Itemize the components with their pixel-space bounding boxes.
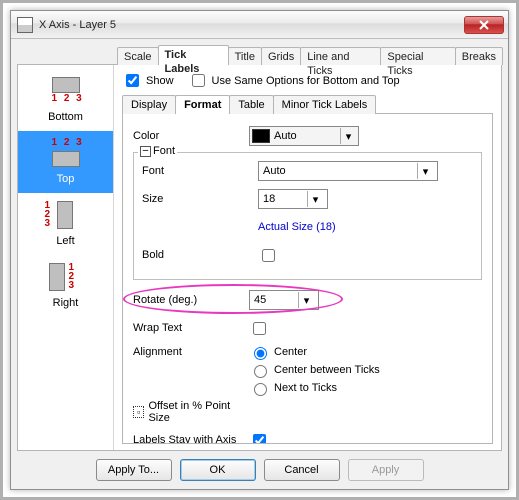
tab-scale[interactable]: Scale bbox=[117, 47, 159, 65]
row-color: Color Auto ▾ bbox=[133, 124, 482, 148]
font-legend-text: Font bbox=[153, 145, 175, 157]
row-actual-size: Actual Size (18) bbox=[142, 215, 473, 239]
thumb-bottom: 1 2 3 bbox=[43, 75, 89, 109]
format-pane: Color Auto ▾ − Font Font bbox=[122, 114, 493, 444]
tab-pane: 1 2 3 Bottom 1 2 3 Top 123 bbox=[17, 65, 502, 451]
color-combo[interactable]: Auto ▾ bbox=[249, 126, 359, 146]
sub-tab-strip: Display Format Table Minor Tick Labels bbox=[122, 94, 493, 114]
ok-button[interactable]: OK bbox=[180, 459, 256, 481]
chevron-down-icon: ▾ bbox=[307, 191, 323, 207]
thumb-top: 1 2 3 bbox=[43, 137, 89, 171]
row-rotate: Rotate (deg.) 45 ▾ bbox=[133, 288, 482, 312]
bold-label: Bold bbox=[142, 249, 258, 261]
same-label-text: Use Same Options for Bottom and Top bbox=[212, 75, 400, 87]
row-bold: Bold bbox=[142, 243, 473, 267]
tab-title[interactable]: Title bbox=[228, 47, 262, 65]
bold-checkbox[interactable] bbox=[262, 249, 275, 262]
window-title: X Axis - Layer 5 bbox=[39, 19, 464, 31]
color-label: Color bbox=[133, 130, 249, 142]
font-combo[interactable]: Auto ▾ bbox=[258, 161, 438, 181]
color-value: Auto bbox=[274, 130, 297, 142]
row-offset: ▫ Offset in % Point Size bbox=[133, 400, 482, 424]
titlebar: X Axis - Layer 5 bbox=[11, 11, 508, 39]
side-item-top[interactable]: 1 2 3 Top bbox=[18, 131, 113, 193]
wrap-label: Wrap Text bbox=[133, 322, 249, 334]
dialog-body: Scale Tick Labels Title Grids Line and T… bbox=[11, 39, 508, 489]
tab-grids[interactable]: Grids bbox=[261, 47, 301, 65]
side-item-right[interactable]: 123 Right bbox=[18, 255, 113, 317]
close-button[interactable] bbox=[464, 16, 504, 34]
dialog-window: X Axis - Layer 5 Scale Tick Labels Title… bbox=[10, 10, 509, 490]
thumb-left: 123 bbox=[43, 199, 89, 233]
side-item-bottom[interactable]: 1 2 3 Bottom bbox=[18, 69, 113, 131]
sub-tab-table[interactable]: Table bbox=[229, 95, 273, 114]
sub-tab-minor-tick-labels[interactable]: Minor Tick Labels bbox=[273, 95, 377, 114]
apply-button[interactable]: Apply bbox=[348, 459, 424, 481]
app-icon bbox=[17, 17, 33, 33]
row-font: Font Auto ▾ bbox=[142, 159, 473, 183]
thumb-digits: 1 2 3 bbox=[52, 137, 84, 148]
size-combo[interactable]: 18 ▾ bbox=[258, 189, 328, 209]
cancel-button[interactable]: Cancel bbox=[264, 459, 340, 481]
rotate-label: Rotate (deg.) bbox=[133, 294, 249, 306]
actual-size-link[interactable]: Actual Size (18) bbox=[258, 221, 336, 233]
alignment-radio-group: Center Center between Ticks Next to Tick… bbox=[249, 344, 380, 396]
size-label: Size bbox=[142, 193, 258, 205]
expand-icon[interactable]: ▫ bbox=[133, 406, 144, 418]
row-labels-stay: Labels Stay with Axis bbox=[133, 428, 482, 444]
align-next-option[interactable]: Next to Ticks bbox=[249, 380, 380, 396]
show-checkbox[interactable] bbox=[126, 74, 139, 87]
tab-special-ticks[interactable]: Special Ticks bbox=[380, 47, 455, 65]
collapse-icon[interactable]: − bbox=[140, 146, 151, 157]
align-next-radio[interactable] bbox=[254, 383, 267, 396]
close-icon bbox=[479, 20, 489, 30]
rotate-value: 45 bbox=[254, 294, 266, 306]
labels-stay-label: Labels Stay with Axis bbox=[133, 434, 249, 444]
font-legend[interactable]: − Font bbox=[138, 145, 177, 157]
wrap-checkbox[interactable] bbox=[253, 322, 266, 335]
color-swatch bbox=[252, 129, 270, 143]
side-label-right: Right bbox=[53, 297, 79, 309]
side-label-left: Left bbox=[56, 235, 74, 247]
alignment-label: Alignment bbox=[133, 344, 249, 358]
thumb-right: 123 bbox=[43, 261, 89, 295]
font-label: Font bbox=[142, 165, 258, 177]
row-size: Size 18 ▾ bbox=[142, 187, 473, 211]
sub-tab-display[interactable]: Display bbox=[122, 95, 176, 114]
footer-buttons: Apply To... OK Cancel Apply bbox=[17, 451, 502, 483]
main-tab-strip: Scale Tick Labels Title Grids Line and T… bbox=[17, 43, 502, 65]
outer-frame: X Axis - Layer 5 Scale Tick Labels Title… bbox=[0, 0, 519, 500]
show-label-text: Show bbox=[146, 75, 174, 87]
tab-tick-labels[interactable]: Tick Labels bbox=[158, 45, 229, 65]
tab-breaks[interactable]: Breaks bbox=[455, 47, 503, 65]
axis-side-list: 1 2 3 Bottom 1 2 3 Top 123 bbox=[18, 65, 114, 450]
side-item-left[interactable]: 123 Left bbox=[18, 193, 113, 255]
align-center-radio[interactable] bbox=[254, 347, 267, 360]
labels-stay-checkbox[interactable] bbox=[253, 434, 266, 445]
apply-to-button[interactable]: Apply To... bbox=[96, 459, 172, 481]
side-label-bottom: Bottom bbox=[48, 111, 83, 123]
tab-line-and-ticks[interactable]: Line and Ticks bbox=[300, 47, 381, 65]
row-wrap: Wrap Text bbox=[133, 316, 482, 340]
align-center-option[interactable]: Center bbox=[249, 344, 380, 360]
sub-tab-format[interactable]: Format bbox=[175, 95, 230, 114]
chevron-down-icon: ▾ bbox=[340, 128, 356, 144]
offset-label[interactable]: ▫ Offset in % Point Size bbox=[133, 400, 249, 424]
align-between-radio[interactable] bbox=[254, 365, 267, 378]
chevron-down-icon: ▾ bbox=[417, 163, 433, 179]
thumb-digits: 1 2 3 bbox=[52, 93, 84, 104]
font-value: Auto bbox=[263, 165, 286, 177]
chevron-down-icon: ▾ bbox=[298, 292, 314, 308]
size-value: 18 bbox=[263, 193, 275, 205]
font-group: − Font Font Auto ▾ Size bbox=[133, 152, 482, 280]
row-alignment: Alignment Center Center between Ticks Ne… bbox=[133, 344, 482, 396]
align-between-option[interactable]: Center between Ticks bbox=[249, 362, 380, 378]
right-area: Show Use Same Options for Bottom and Top… bbox=[114, 65, 501, 450]
same-options-checkbox-label[interactable]: Use Same Options for Bottom and Top bbox=[188, 71, 400, 90]
side-label-top: Top bbox=[57, 173, 75, 185]
rotate-combo[interactable]: 45 ▾ bbox=[249, 290, 319, 310]
